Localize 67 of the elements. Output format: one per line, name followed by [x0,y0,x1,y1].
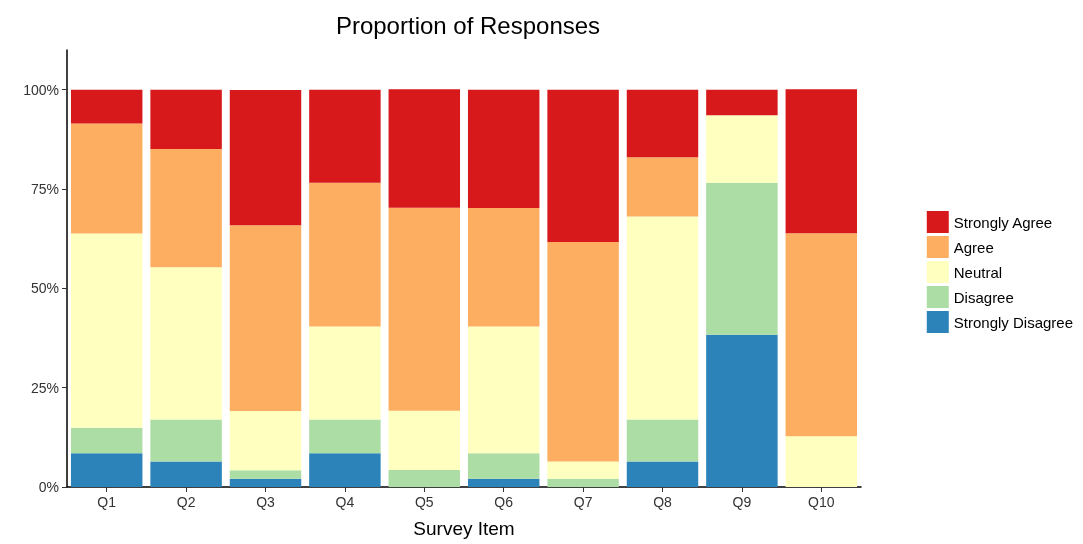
bar [70,89,143,124]
bar [706,115,778,183]
legend-label: Disagree [953,288,1014,306]
y-tick-label: 0% [38,479,59,495]
bar [467,478,540,487]
bar [70,427,143,454]
bar [388,410,461,470]
bar [309,89,381,183]
bar [70,123,143,234]
y-tick-label: 25% [30,379,59,396]
bar [706,182,778,335]
bar [785,89,858,234]
x-tick-label: Q7 [573,494,593,510]
bar [229,411,302,471]
bar [626,419,699,462]
legend-label: Agree [953,238,994,256]
bar [150,419,222,462]
chart-title: Proportion of Responses [335,11,601,39]
bar [785,436,858,487]
x-tick-label: Q2 [176,494,196,510]
bar [150,89,222,149]
bar [467,208,540,327]
bar [229,478,302,487]
bar [388,89,461,208]
bar [626,216,699,420]
bar [70,453,143,487]
x-tick-label: Q5 [414,494,434,510]
bar [706,334,778,487]
bar [229,225,302,412]
x-tick-label: Q3 [256,494,276,510]
bar [547,241,619,462]
y-tick-label: 50% [30,280,59,297]
legend-label: Strongly Disagree [953,313,1074,331]
bar [467,453,540,479]
x-axis-title: Survey Item [413,518,515,539]
x-tick-label: Q4 [335,494,355,510]
y-tick-label: 100% [23,81,59,98]
x-tick-label: Q8 [653,494,673,510]
bar [229,470,302,479]
bar [547,461,619,479]
bar [150,148,222,268]
bar [626,461,699,487]
bar [785,233,858,437]
bar [309,453,381,487]
legend-label: Strongly Agree [953,213,1053,231]
bar [547,478,619,487]
bar [626,89,699,158]
bar [150,461,222,487]
bar [626,157,699,217]
bar [309,182,381,327]
bar [547,89,619,242]
bar [467,89,540,209]
bar [388,207,461,411]
bar [706,89,778,116]
bar [229,90,302,226]
x-tick-label: Q10 [808,494,835,510]
bar [309,419,381,454]
bar [70,233,143,428]
x-tick-label: Q6 [494,494,514,510]
x-tick-label: Q1 [97,494,117,510]
y-tick-label: 75% [30,181,59,198]
bar [388,469,461,487]
bar [467,326,540,454]
bar [309,326,381,420]
legend-label: Neutral [953,263,1003,281]
bar [150,267,222,420]
x-tick-label: Q9 [732,494,752,510]
